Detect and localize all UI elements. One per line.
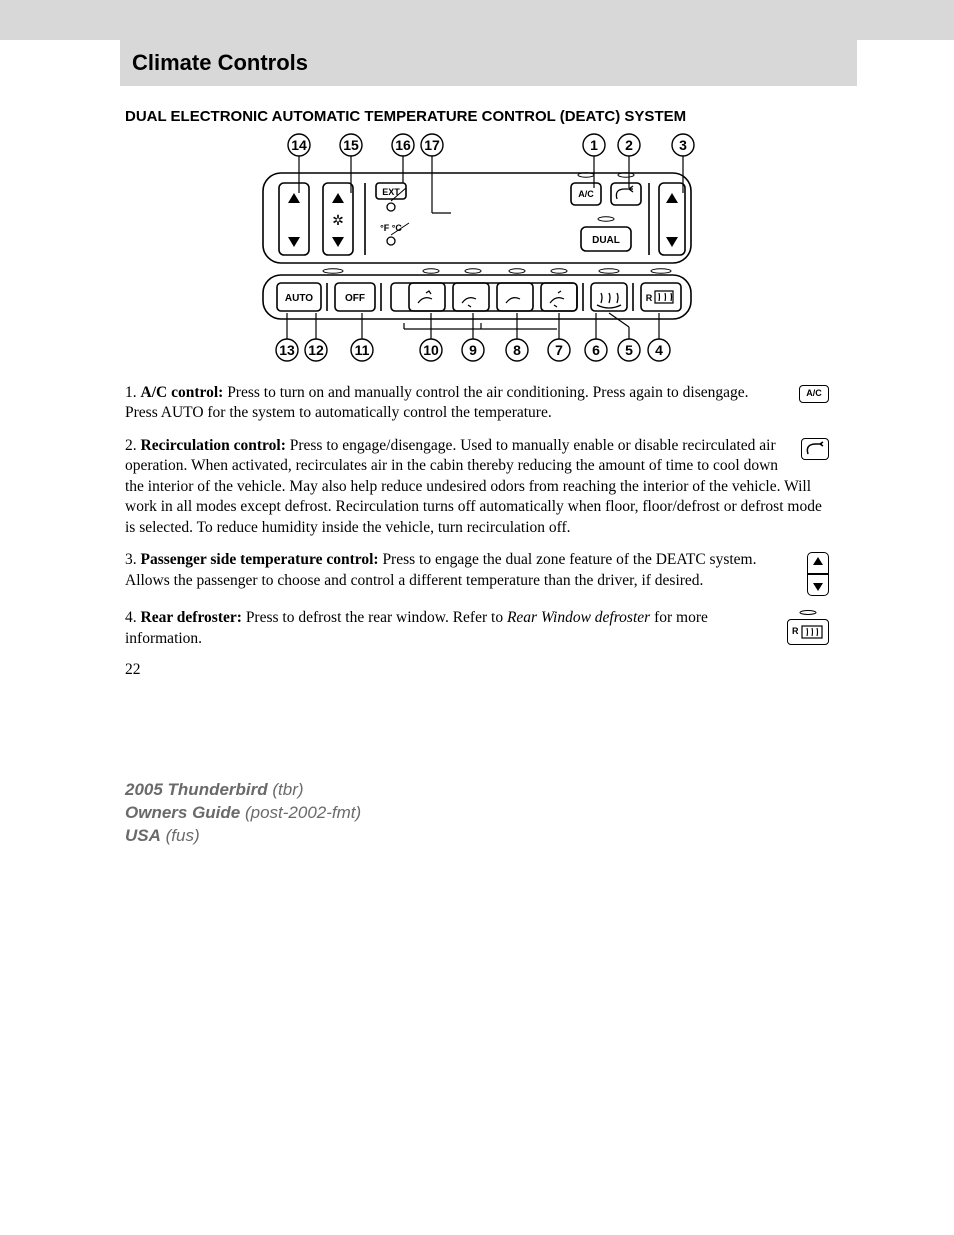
- callout-12: 12: [305, 339, 327, 361]
- item-3: 3. Passenger side temperature control: P…: [125, 550, 829, 596]
- callout-16: 16: [392, 134, 414, 156]
- svg-text:11: 11: [355, 342, 370, 358]
- callout-14: 14: [288, 134, 310, 156]
- callout-11: 11: [351, 339, 373, 361]
- rear-defrost-icon: R: [787, 610, 829, 645]
- callout-7: 7: [548, 339, 570, 361]
- svg-text:1: 1: [590, 137, 598, 153]
- ac-icon: A/C: [799, 385, 829, 403]
- svg-text:°F °C: °F °C: [380, 223, 402, 233]
- footer-model: 2005 Thunderbird: [125, 780, 268, 799]
- svg-text:AUTO: AUTO: [285, 293, 313, 304]
- svg-text:9: 9: [469, 342, 477, 358]
- svg-text:6: 6: [592, 342, 600, 358]
- item-title: Rear defroster:: [141, 609, 242, 626]
- svg-text:15: 15: [343, 137, 359, 153]
- svg-text:DUAL: DUAL: [592, 235, 620, 246]
- item-2: 2. Recirculation control: Press to engag…: [125, 436, 829, 538]
- svg-text:7: 7: [555, 342, 563, 358]
- deatc-diagram: 14 15 16 17 1 2 3 ✲ EXT: [241, 133, 713, 369]
- callout-8: 8: [506, 339, 528, 361]
- callout-5: 5: [618, 339, 640, 361]
- item-rest: control a different temperature than the…: [347, 572, 704, 589]
- footer-region: USA: [125, 826, 161, 845]
- updown-icon: [807, 552, 829, 596]
- footer-code2: (post-2002-fmt): [240, 803, 361, 822]
- footer-guide: Owners Guide: [125, 803, 240, 822]
- svg-text:17: 17: [424, 137, 440, 153]
- callout-6: 6: [585, 339, 607, 361]
- subsection-title: DUAL ELECTRONIC AUTOMATIC TEMPERATURE CO…: [125, 108, 829, 125]
- callout-4: 4: [648, 339, 670, 361]
- section-header: Climate Controls: [120, 40, 857, 86]
- item-1: A/C 1. A/C control: Press to turn on and…: [125, 383, 829, 424]
- item-italic: Rear Window defroster: [507, 609, 650, 626]
- callout-13: 13: [276, 339, 298, 361]
- footer-code3: (fus): [161, 826, 200, 845]
- svg-text:14: 14: [291, 137, 307, 153]
- callout-1: 1: [583, 134, 605, 156]
- item-lead: Press to engage/disengage. Used to manua…: [286, 437, 776, 454]
- callout-10: 10: [420, 339, 442, 361]
- item-num: 3.: [125, 551, 137, 568]
- item-title: Passenger side temperature control:: [141, 551, 379, 568]
- item-num: 2.: [125, 437, 137, 454]
- item-title: Recirculation control:: [141, 437, 286, 454]
- header-band: [0, 0, 954, 40]
- svg-text:5: 5: [625, 342, 633, 358]
- section-title: Climate Controls: [132, 50, 845, 76]
- svg-text:3: 3: [679, 137, 687, 153]
- callout-2: 2: [618, 134, 640, 156]
- svg-text:4: 4: [655, 342, 663, 358]
- page-number: 22: [125, 661, 829, 679]
- item-title: A/C control:: [141, 384, 224, 401]
- callout-9: 9: [462, 339, 484, 361]
- callout-3: 3: [672, 134, 694, 156]
- recirc-icon: [801, 438, 829, 460]
- svg-text:OFF: OFF: [345, 293, 365, 304]
- item-num: 1.: [125, 384, 137, 401]
- svg-text:12: 12: [308, 342, 324, 358]
- item-rest: operation. When activated, recirculates …: [125, 457, 822, 535]
- callout-17: 17: [421, 134, 443, 156]
- footer: 2005 Thunderbird (tbr) Owners Guide (pos…: [125, 779, 829, 848]
- item-num: 4.: [125, 609, 137, 626]
- item-4: R 4. Rear defroster: Press to defrost th…: [125, 608, 829, 649]
- svg-text:10: 10: [423, 342, 439, 358]
- svg-text:✲: ✲: [332, 212, 344, 228]
- item-lead: Press to defrost the rear window. Refer …: [242, 609, 507, 626]
- svg-text:A/C: A/C: [578, 189, 594, 199]
- svg-text:13: 13: [279, 342, 295, 358]
- svg-text:R: R: [646, 293, 653, 303]
- svg-text:8: 8: [513, 342, 521, 358]
- item-lead: Press to turn on and manually control th…: [223, 384, 678, 401]
- footer-code1: (tbr): [268, 780, 304, 799]
- svg-text:2: 2: [625, 137, 633, 153]
- callout-15: 15: [340, 134, 362, 156]
- svg-text:16: 16: [395, 137, 411, 153]
